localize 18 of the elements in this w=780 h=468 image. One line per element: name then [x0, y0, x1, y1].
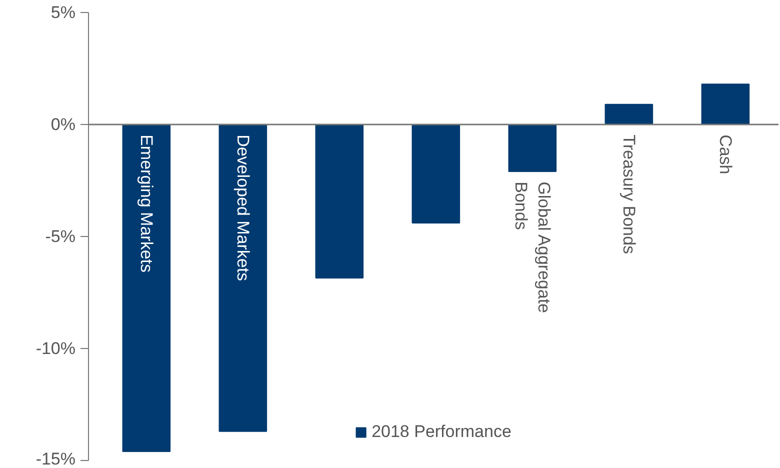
y-tick-label: -10%: [36, 339, 76, 358]
bar: [508, 124, 557, 172]
y-tick-label: 0%: [50, 115, 76, 134]
x-tick-label: Developed Markets: [233, 134, 252, 282]
y-tick-label: 5%: [50, 3, 76, 22]
bar: [412, 124, 460, 224]
bar: [218, 124, 268, 432]
bar: [315, 124, 364, 278]
bar: [701, 84, 750, 125]
legend-label: 2018 Performance: [372, 422, 512, 442]
y-tick-label: -15%: [36, 450, 76, 468]
bar: [122, 124, 171, 452]
bar: [604, 104, 654, 125]
x-tick-label: Emerging Markets: [136, 134, 156, 273]
x-tick-label: Cash: [716, 134, 735, 174]
y-tick-label: -5%: [45, 227, 76, 246]
x-tick-label: Treasury Bonds: [619, 134, 638, 254]
x-tick-label: Global Aggregate Bonds: [512, 182, 554, 314]
